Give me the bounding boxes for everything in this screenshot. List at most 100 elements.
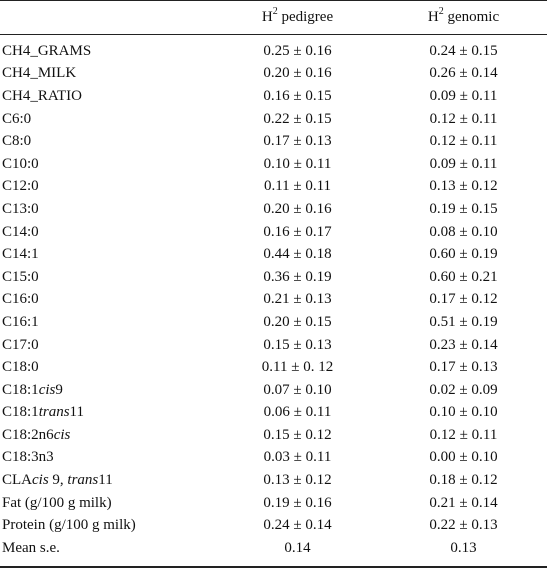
genomic-value: 0.13 (450, 539, 477, 556)
table-row: C13:0 0.20 ± 0.16 0.19 ± 0.15 (0, 198, 547, 221)
pedigree-value: 0.11 ± 0. 12 (261, 359, 334, 376)
heritability-table: H2 pedigree H2 genomic CH4_GRAMS 0.25 ± … (0, 0, 547, 560)
pedigree-value: 0.22 ± 0.15 (263, 110, 332, 127)
genomic-value: 0.10 ± 0.10 (429, 404, 498, 421)
trait-name: CH4_MILK (2, 65, 77, 82)
trait-name: C15:0 (2, 268, 39, 285)
trait-name: C14:0 (2, 223, 39, 240)
genomic-value: 0.09 ± 0.11 (429, 155, 498, 172)
pedigree-value: 0.13 ± 0.12 (263, 472, 332, 489)
table-row: C17:0 0.15 ± 0.13 0.23 ± 0.14 (0, 334, 547, 357)
table-row: C12:0 0.11 ± 0.11 0.13 ± 0.12 (0, 176, 547, 199)
genomic-value: 0.22 ± 0.13 (429, 517, 498, 534)
pedigree-value: 0.20 ± 0.15 (263, 313, 332, 330)
table-row: C14:0 0.16 ± 0.17 0.08 ± 0.10 (0, 221, 547, 244)
genomic-value: 0.24 ± 0.15 (429, 42, 498, 59)
trait-name: C8:0 (2, 133, 32, 150)
genomic-value: 0.12 ± 0.11 (429, 133, 498, 150)
header-row: H2 pedigree H2 genomic (0, 0, 547, 34)
trait-name: CH4_RATIO (2, 87, 83, 104)
header-pedigree: H2 pedigree (261, 5, 334, 25)
genomic-value: 0.13 ± 0.12 (429, 178, 498, 195)
genomic-value: 0.60 ± 0.21 (429, 268, 498, 285)
genomic-value: 0.17 ± 0.13 (429, 359, 498, 376)
genomic-value: 0.19 ± 0.15 (429, 200, 498, 217)
table-row: CH4_GRAMS 0.25 ± 0.16 0.24 ± 0.15 (0, 40, 547, 63)
table-row: C10:0 0.10 ± 0.11 0.09 ± 0.11 (0, 153, 547, 176)
header-trait (0, 0, 215, 34)
pedigree-value: 0.20 ± 0.16 (263, 65, 332, 82)
bottom-rule (0, 566, 547, 568)
pedigree-value: 0.07 ± 0.10 (263, 381, 332, 398)
table-row: C18:1cis9 0.07 ± 0.10 0.02 ± 0.09 (0, 379, 547, 402)
trait-name: Protein (g/100 g milk) (2, 517, 136, 534)
top-rule (0, 0, 547, 1)
pedigree-value: 0.25 ± 0.16 (263, 42, 332, 59)
trait-name: C18:3n3 (2, 449, 54, 466)
genomic-value: 0.00 ± 0.10 (429, 449, 498, 466)
trait-name: C10:0 (2, 155, 39, 172)
genomic-value: 0.12 ± 0.11 (429, 110, 498, 127)
trait-name: C12:0 (2, 178, 39, 195)
trait-name: C18:1cis9 (2, 381, 63, 398)
pedigree-value: 0.20 ± 0.16 (263, 200, 332, 217)
genomic-value: 0.17 ± 0.12 (429, 291, 498, 308)
genomic-value: 0.21 ± 0.14 (429, 494, 498, 511)
genomic-value: 0.18 ± 0.12 (429, 472, 498, 489)
trait-name: C18:2n6cis (2, 426, 71, 443)
genomic-value: 0.08 ± 0.10 (429, 223, 498, 240)
pedigree-value: 0.44 ± 0.18 (263, 246, 332, 263)
table-row: C18:2n6cis 0.15 ± 0.12 0.12 ± 0.11 (0, 424, 547, 447)
pedigree-value: 0.24 ± 0.14 (263, 517, 332, 534)
pedigree-value: 0.03 ± 0.11 (263, 449, 332, 466)
pedigree-value: 0.14 (284, 539, 311, 556)
table-row: C15:0 0.36 ± 0.19 0.60 ± 0.21 (0, 266, 547, 289)
table-row: C14:1 0.44 ± 0.18 0.60 ± 0.19 (0, 243, 547, 266)
trait-name: C18:1trans11 (2, 404, 84, 421)
trait-name: Mean s.e. (2, 539, 60, 556)
table-row-mean-se: Mean s.e. 0.14 0.13 (0, 537, 547, 560)
trait-name: C6:0 (2, 110, 32, 127)
table-row: C16:1 0.20 ± 0.15 0.51 ± 0.19 (0, 311, 547, 334)
table-row: Protein (g/100 g milk) 0.24 ± 0.14 0.22 … (0, 514, 547, 537)
table-row: CLAcis 9, trans11 0.13 ± 0.12 0.18 ± 0.1… (0, 469, 547, 492)
table-row: C8:0 0.17 ± 0.13 0.12 ± 0.11 (0, 130, 547, 153)
genomic-value: 0.02 ± 0.09 (429, 381, 498, 398)
header-genomic: H2 genomic (427, 5, 500, 25)
genomic-value: 0.60 ± 0.19 (429, 246, 498, 263)
pedigree-value: 0.15 ± 0.12 (263, 426, 332, 443)
table-row: Fat (g/100 g milk) 0.19 ± 0.16 0.21 ± 0.… (0, 492, 547, 515)
trait-name: C17:0 (2, 336, 39, 353)
pedigree-value: 0.16 ± 0.17 (263, 223, 332, 240)
table-row: CH4_MILK 0.20 ± 0.16 0.26 ± 0.14 (0, 63, 547, 86)
trait-name: C16:0 (2, 291, 39, 308)
table-row: C18:1trans11 0.06 ± 0.11 0.10 ± 0.10 (0, 402, 547, 425)
header-rule (0, 34, 547, 35)
trait-name: C14:1 (2, 246, 39, 263)
pedigree-value: 0.17 ± 0.13 (263, 133, 332, 150)
pedigree-value: 0.19 ± 0.16 (263, 494, 332, 511)
trait-name: CH4_GRAMS (2, 42, 92, 59)
pedigree-value: 0.10 ± 0.11 (263, 155, 332, 172)
pedigree-value: 0.21 ± 0.13 (263, 291, 332, 308)
trait-name: C13:0 (2, 200, 39, 217)
table-row: CH4_RATIO 0.16 ± 0.15 0.09 ± 0.11 (0, 85, 547, 108)
pedigree-value: 0.15 ± 0.13 (263, 336, 332, 353)
table-row: C6:0 0.22 ± 0.15 0.12 ± 0.11 (0, 108, 547, 131)
genomic-value: 0.12 ± 0.11 (429, 426, 498, 443)
table-row: C16:0 0.21 ± 0.13 0.17 ± 0.12 (0, 289, 547, 312)
genomic-value: 0.26 ± 0.14 (429, 65, 498, 82)
table-row: C18:0 0.11 ± 0. 12 0.17 ± 0.13 (0, 356, 547, 379)
trait-name: Fat (g/100 g milk) (2, 494, 112, 511)
genomic-value: 0.09 ± 0.11 (429, 87, 498, 104)
trait-name: C18:0 (2, 359, 39, 376)
trait-name: CLAcis 9, trans11 (2, 472, 113, 489)
table-row: C18:3n3 0.03 ± 0.11 0.00 ± 0.10 (0, 447, 547, 470)
pedigree-value: 0.11 ± 0.11 (263, 178, 332, 195)
pedigree-value: 0.16 ± 0.15 (263, 87, 332, 104)
genomic-value: 0.51 ± 0.19 (429, 313, 498, 330)
pedigree-value: 0.36 ± 0.19 (263, 268, 332, 285)
genomic-value: 0.23 ± 0.14 (429, 336, 498, 353)
pedigree-value: 0.06 ± 0.11 (263, 404, 332, 421)
